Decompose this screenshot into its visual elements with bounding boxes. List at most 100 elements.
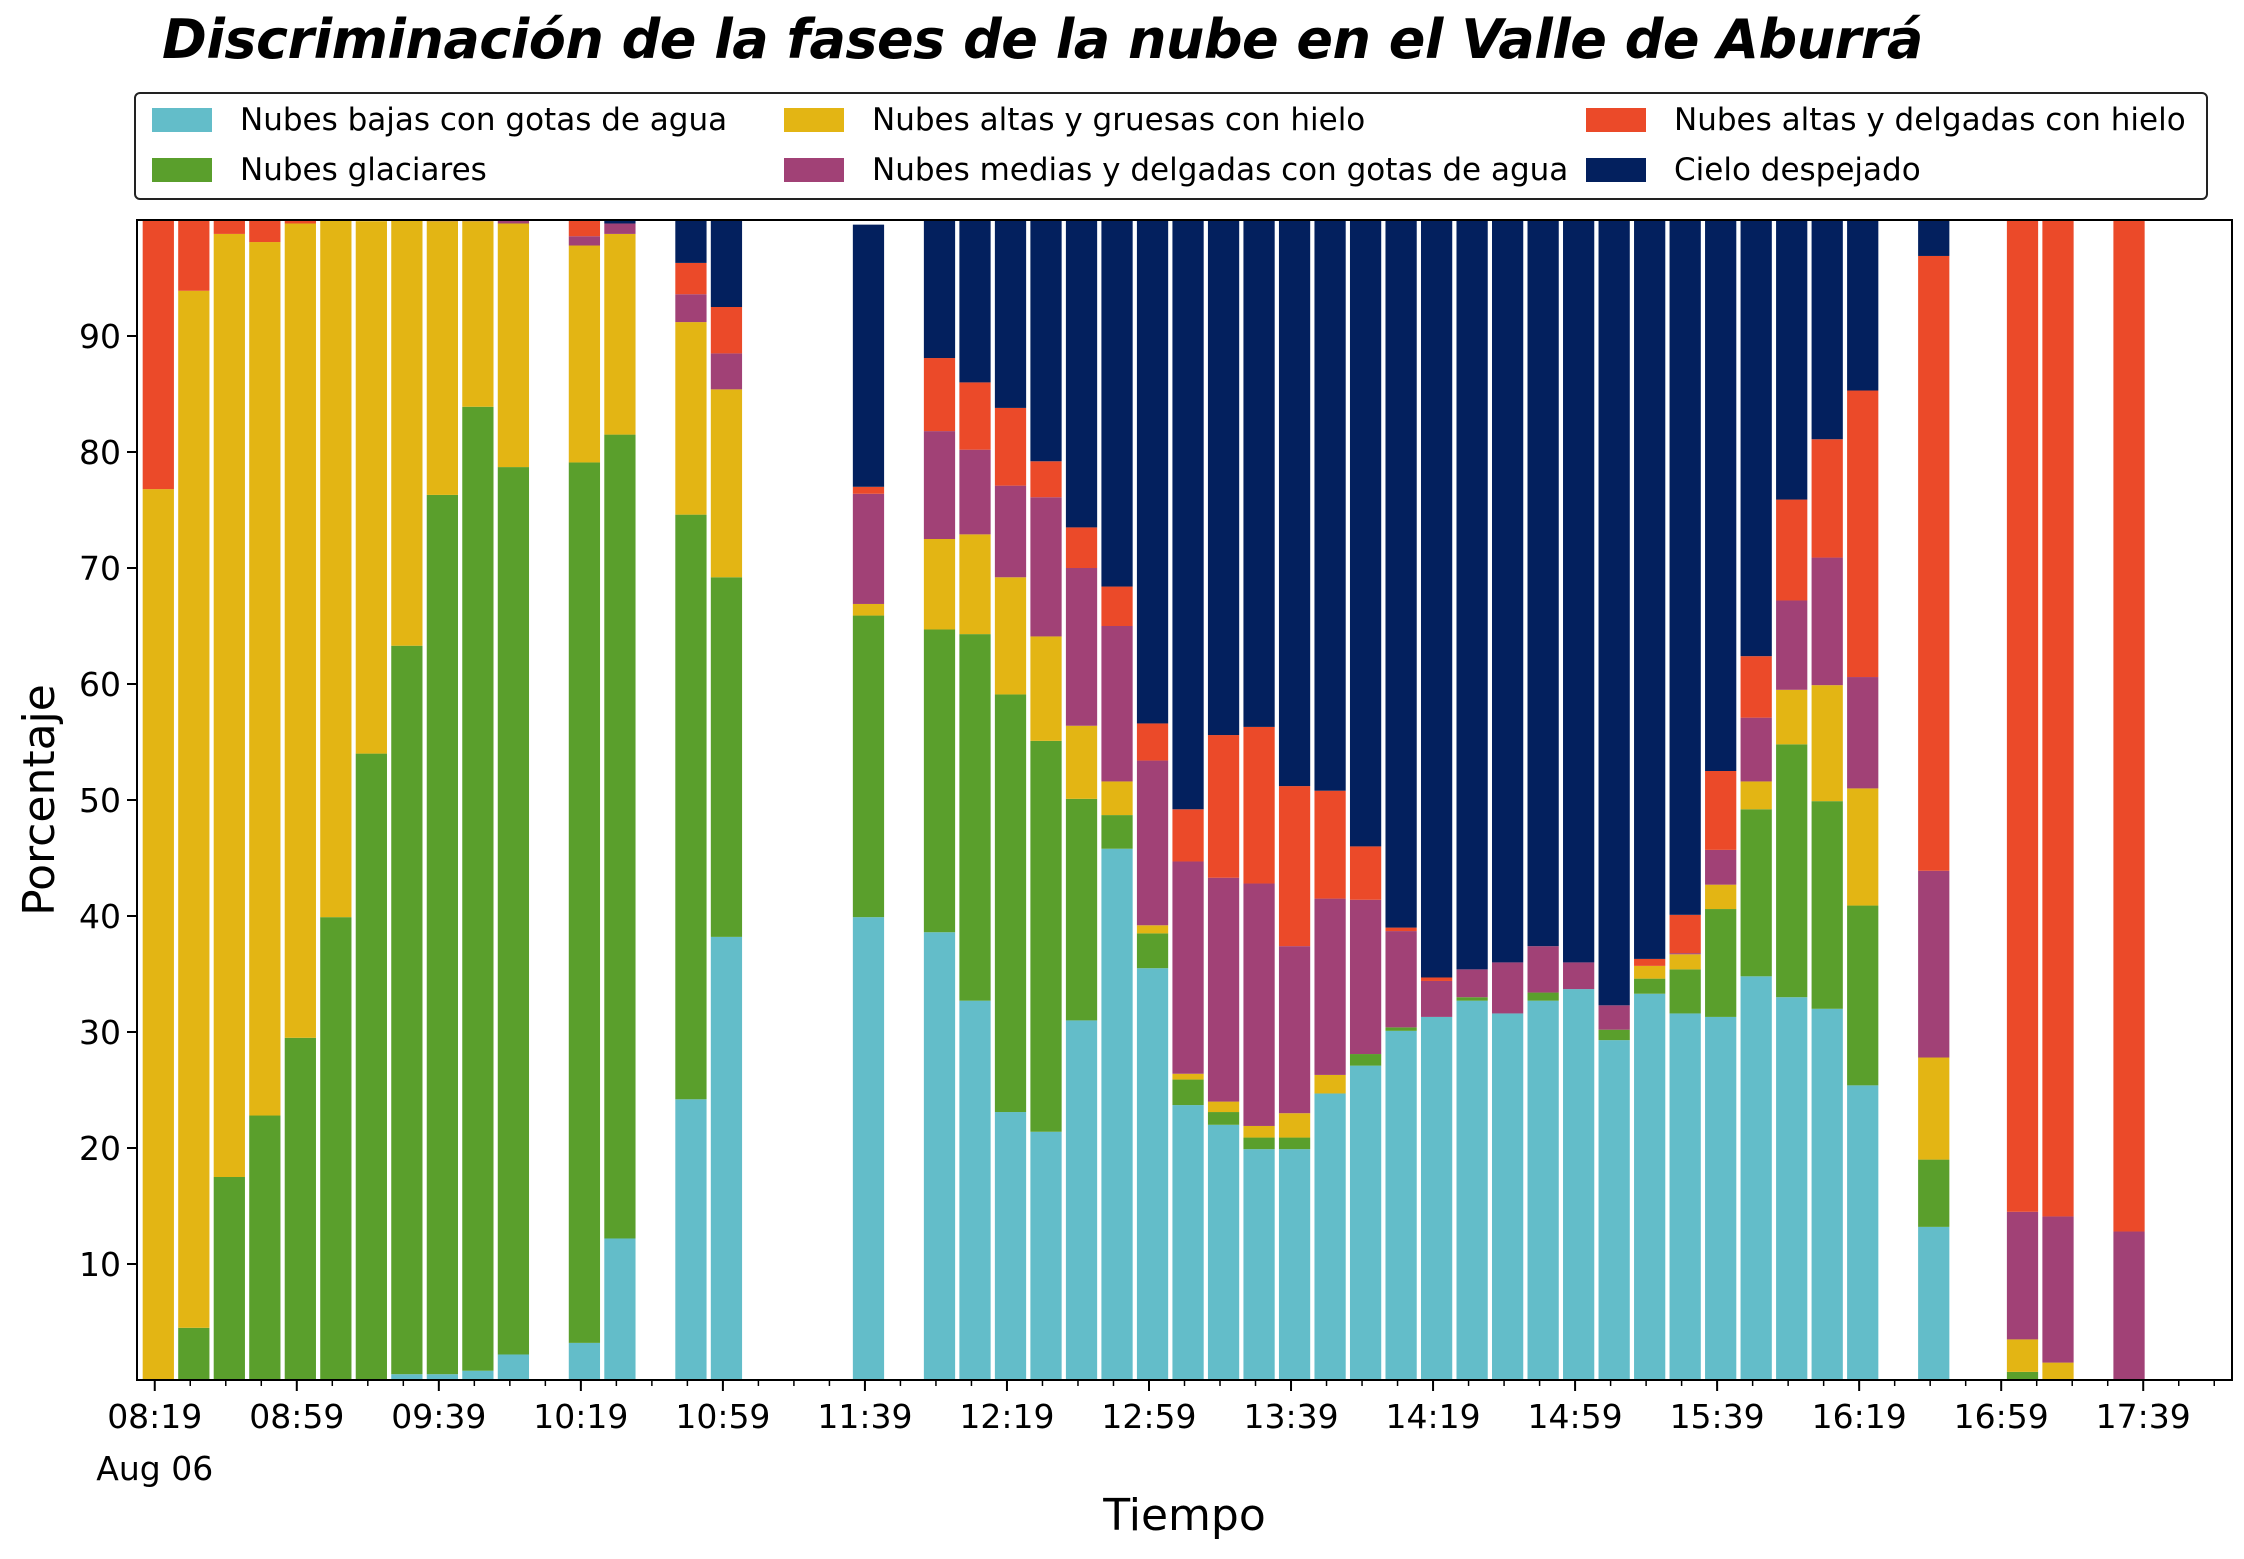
bar-segment <box>710 577 743 937</box>
bar-segment <box>923 431 956 539</box>
bar-segment <box>284 1037 316 1380</box>
bar-segment <box>320 220 352 918</box>
bar-segment <box>604 223 636 234</box>
bar-segment <box>923 932 956 1380</box>
y-tick-label: 90 <box>79 317 121 356</box>
y-tick-label: 40 <box>79 897 121 936</box>
bar-segment <box>1349 220 1382 847</box>
bar-segment <box>1136 220 1169 724</box>
bar-segment <box>1172 220 1204 810</box>
bar-segment <box>1172 861 1204 1074</box>
bar-segment <box>1278 1113 1311 1138</box>
legend-item: Nubes altas y delgadas con hielo <box>1586 100 2186 140</box>
bar-segment <box>1669 954 1701 970</box>
bar-segment <box>1243 1137 1275 1150</box>
bar-segment <box>1207 877 1240 1102</box>
bar-segment <box>675 294 707 323</box>
bar-segment <box>1776 689 1808 745</box>
bar-segment <box>710 389 743 578</box>
bar-segment <box>1456 969 1488 998</box>
x-tick-label: 14:59 <box>1528 1397 1623 1436</box>
bar-segment <box>959 1000 991 1380</box>
bar-segment <box>1598 1005 1630 1030</box>
bar-segment <box>675 262 707 295</box>
x-tick-label: 13:39 <box>1243 1397 1338 1436</box>
bar-segment <box>1492 962 1524 1014</box>
bar-segment <box>994 485 1027 578</box>
bar-segment <box>1776 220 1808 500</box>
legend-label: Cielo despejado <box>1674 152 1921 188</box>
bar-segment <box>1030 220 1062 462</box>
bar-segment <box>142 489 174 1380</box>
chart-title: Discriminación de la fases de la nube en… <box>162 8 1923 71</box>
bar-segment <box>1101 626 1133 782</box>
bar-segment <box>1811 220 1843 440</box>
bar-segment <box>852 224 885 487</box>
bar-segment <box>497 223 530 468</box>
bar-segment <box>1705 909 1737 1017</box>
y-tick-label: 30 <box>79 1013 121 1052</box>
bar-segment <box>1420 977 1453 981</box>
bar-segment <box>1705 1016 1737 1380</box>
bar-segment <box>1918 870 1950 1058</box>
bar-segment <box>1136 933 1169 969</box>
bar-segment <box>2042 1216 2074 1363</box>
bar-segment <box>1776 499 1808 601</box>
bars-layer <box>142 220 2145 1380</box>
y-axis-label: Porcentaje <box>14 684 65 916</box>
bar-segment <box>710 307 743 354</box>
x-tick-label: 08:59 <box>249 1397 344 1436</box>
bar-segment <box>1314 1074 1346 1094</box>
bar-segment <box>1065 220 1098 528</box>
bar-segment <box>1207 735 1240 878</box>
bar-segment <box>604 434 636 1239</box>
bar-segment <box>1811 685 1843 802</box>
bar-segment <box>462 1370 494 1380</box>
bar-segment <box>1918 255 1950 871</box>
bar-segment <box>568 236 601 246</box>
bar-segment <box>178 220 210 291</box>
bar-segment <box>1065 568 1098 726</box>
legend-label: Nubes medias y delgadas con gotas de agu… <box>872 152 1569 188</box>
bar-segment <box>355 753 387 1380</box>
bar-segment <box>852 486 885 494</box>
bar-segment <box>1811 557 1843 686</box>
bar-segment <box>2113 220 2145 1232</box>
bar-segment <box>2042 220 2074 1217</box>
x-tick-label: 12:59 <box>1101 1397 1196 1436</box>
bar-segment <box>1634 220 1666 959</box>
bar-segment <box>1030 740 1062 1132</box>
bar-segment <box>462 221 494 407</box>
bar-segment <box>1918 220 1950 256</box>
bar-segment <box>1847 905 1879 1086</box>
bar-segment <box>497 1354 530 1380</box>
legend-item: Nubes bajas con gotas de agua <box>152 100 727 140</box>
bar-segment <box>1349 1065 1382 1380</box>
legend-swatch <box>152 158 212 182</box>
bar-segment <box>1811 801 1843 1009</box>
bar-segment <box>391 645 423 1375</box>
bar-segment <box>710 220 743 307</box>
y-tick-label: 80 <box>79 433 121 472</box>
bar-segment <box>852 493 885 604</box>
bar-segment <box>426 221 458 495</box>
bar-segment <box>710 353 743 390</box>
bar-segment <box>1349 899 1382 1055</box>
bar-segment <box>355 221 387 754</box>
bar-segment <box>1811 439 1843 558</box>
y-tick-label: 20 <box>79 1129 121 1168</box>
bar-segment <box>1669 1013 1701 1380</box>
legend-label: Nubes bajas con gotas de agua <box>240 102 728 138</box>
bar-segment <box>284 223 316 1038</box>
bar-segment <box>1669 220 1701 915</box>
x-tick-label: 16:59 <box>1954 1397 2049 1436</box>
y-tick-label: 60 <box>79 665 121 704</box>
bar-segment <box>1349 1054 1382 1066</box>
legend-item: Nubes glaciares <box>152 150 487 190</box>
bar-segment <box>249 1115 281 1380</box>
bar-segment <box>675 514 707 1100</box>
bar-segment <box>1172 809 1204 862</box>
bar-segment <box>2006 1211 2039 1340</box>
legend-item: Nubes medias y delgadas con gotas de agu… <box>784 150 1568 190</box>
bar-segment <box>675 220 707 263</box>
